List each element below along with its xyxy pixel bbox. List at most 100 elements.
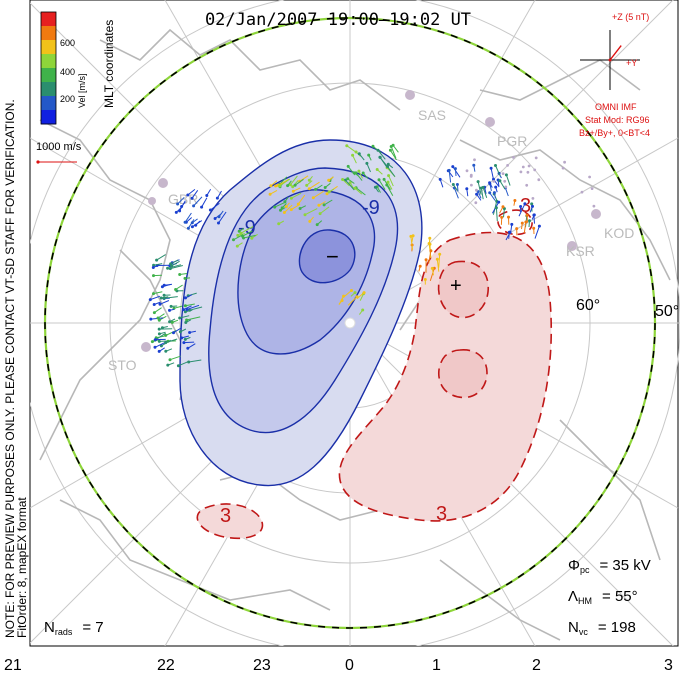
hm-boundary-latitude: ΛHM = 55° — [568, 588, 638, 606]
velocity-vector-origin — [152, 292, 155, 296]
velocity-vector-origin — [472, 163, 476, 167]
velocity-vector-origin — [501, 205, 505, 209]
velocity-vector — [377, 149, 386, 160]
velocity-vector — [505, 174, 511, 186]
velocity-vector-origin — [152, 303, 156, 306]
velocity-vector — [523, 221, 527, 233]
velocity-vector — [173, 327, 182, 334]
velocity-vector-origin — [280, 206, 284, 210]
velocity-vector-origin — [180, 336, 184, 340]
station-sto: STO — [108, 357, 137, 373]
velocity-vector-origin — [455, 183, 459, 186]
velocity-vector — [294, 178, 304, 186]
latitude-label-60: 60° — [576, 297, 600, 314]
velocity-vector-origin — [451, 165, 455, 169]
velocity-vector-origin — [513, 199, 517, 202]
velocity-vector — [191, 190, 199, 199]
velocity-vector-origin — [200, 205, 204, 209]
velocity-vector — [170, 265, 183, 270]
imf-y-label: +Y — [626, 58, 637, 68]
velocity-vector-origin — [423, 278, 427, 281]
velocity-scale-label: 1000 m/s — [36, 141, 82, 153]
velocity-vector-origin — [361, 171, 365, 175]
coastlines — [39, 28, 671, 641]
velocity-vectors — [148, 143, 596, 368]
velocity-vector-origin — [438, 177, 442, 181]
velocity-vector-origin — [184, 321, 188, 324]
velocity-vector-origin — [308, 219, 312, 223]
velocity-vector-origin — [164, 349, 168, 353]
velocity-vector-origin — [386, 180, 390, 184]
velocity-vector-origin — [152, 274, 155, 278]
velocity-vector-origin — [164, 341, 168, 345]
velocity-vector-origin — [186, 193, 190, 197]
velocity-vector — [192, 220, 203, 228]
velocity-vector-origin — [186, 226, 190, 230]
latitude-label-50: 50° — [655, 303, 679, 320]
velocity-vector-origin — [185, 318, 189, 322]
velocity-vector — [169, 355, 181, 361]
velocity-vector-origin — [325, 192, 329, 196]
velocity-vector — [284, 204, 293, 213]
velocity-vector — [165, 338, 178, 344]
velocity-vector-origin — [293, 183, 297, 187]
velocity-vector-origin — [367, 153, 371, 157]
velocity-scale-origin — [36, 160, 40, 164]
velocity-vector-origin — [492, 177, 495, 181]
velocity-vector-origin — [470, 183, 473, 187]
velocity-vector — [185, 303, 195, 307]
velocity-vector-origin — [497, 200, 501, 204]
velocity-vector-origin — [159, 296, 163, 300]
velocity-vector — [388, 175, 394, 187]
velocity-vector — [186, 304, 200, 310]
velocity-vector-origin — [353, 291, 357, 295]
velocity-vector-origin — [152, 263, 156, 267]
velocity-vector — [480, 187, 484, 200]
coordinate-system-label: MLT coordinates — [102, 20, 116, 108]
velocity-vector-origin — [494, 185, 498, 189]
velocity-vector-origin — [286, 184, 290, 188]
velocity-vector-origin — [160, 285, 164, 289]
velocity-vector — [448, 170, 452, 183]
imf-vector — [609, 45, 622, 61]
velocity-vector-origin — [322, 203, 326, 207]
velocity-vector-origin — [190, 225, 194, 229]
velocity-vector-origin — [183, 220, 187, 224]
velocity-vector-origin — [232, 238, 235, 242]
station-pgr: PGR — [497, 133, 527, 149]
velocity-vector-origin — [588, 175, 591, 179]
velocity-vector-origin — [307, 187, 311, 191]
map-title: 02/Jan/2007 19:00–19:02 UT — [205, 10, 471, 30]
velocity-vector-origin — [376, 148, 380, 152]
velocity-vector-origin — [314, 187, 318, 191]
velocity-vector-origin — [533, 168, 537, 172]
velocity-vector — [233, 234, 244, 241]
velocity-vector-origin — [345, 144, 349, 148]
velocity-vector-origin — [537, 224, 541, 228]
velocity-vector — [179, 315, 190, 319]
velocity-vector-origin — [473, 158, 476, 162]
velocity-vector-origin — [217, 221, 220, 225]
velocity-vector-origin — [282, 211, 286, 214]
velocity-vector-origin — [361, 308, 365, 312]
velocity-vector-origin — [504, 173, 508, 177]
velocity-vector-origin — [451, 183, 455, 186]
velocity-vector — [495, 165, 501, 177]
velocity-vector — [156, 254, 166, 261]
velocity-vector-origin — [371, 144, 375, 148]
velocity-vector-origin — [190, 196, 194, 200]
colorbar-segment — [41, 40, 56, 55]
velocity-vector — [184, 212, 192, 223]
velocity-vector-origin — [492, 191, 496, 195]
velocity-vector-origin — [469, 175, 473, 178]
velocity-vector-origin — [323, 186, 327, 189]
velocity-vector-origin — [382, 177, 386, 181]
velocity-vector-origin — [184, 296, 187, 300]
velocity-vector-origin — [527, 164, 531, 168]
velocity-vector-origin — [155, 258, 159, 262]
imf-source: OMNI IMF — [595, 102, 637, 112]
velocity-vector — [428, 250, 432, 264]
mlt-label-3: 3 — [664, 657, 673, 674]
velocity-vector — [277, 178, 290, 186]
velocity-vector-origin — [185, 308, 189, 311]
